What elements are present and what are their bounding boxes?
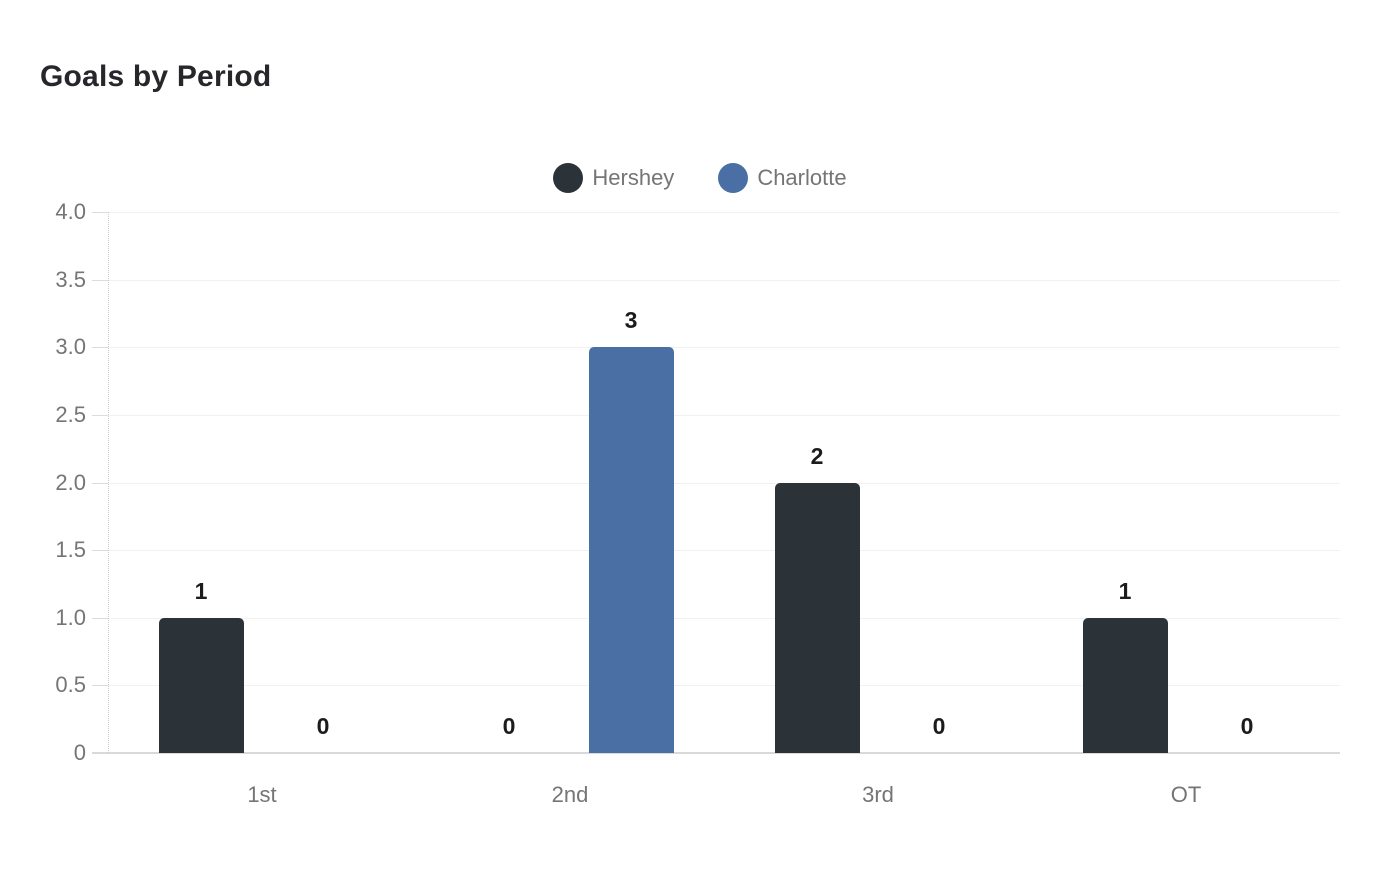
y-axis-tick-label: 0.5 (55, 672, 86, 698)
bar-charlotte-2nd[interactable] (588, 347, 674, 753)
gridline (108, 279, 1340, 281)
y-axis-tickmark (92, 414, 108, 416)
y-axis-tickmark (92, 685, 108, 687)
y-axis-tickmark (92, 279, 108, 281)
bar-value-label: 1 (1118, 577, 1132, 604)
legend-label: Charlotte (757, 165, 847, 190)
y-axis-tick-label: 0 (73, 740, 86, 765)
y-axis-tick-label: 2.5 (55, 401, 86, 427)
bar-hershey-ot[interactable] (1082, 617, 1168, 753)
legend-swatch-icon (718, 163, 749, 193)
y-axis-tickmark (92, 347, 108, 349)
y-axis-tickmark (92, 482, 108, 484)
gridline (108, 212, 1340, 213)
bar-hershey-3rd[interactable] (774, 482, 860, 753)
y-axis-tickmark (92, 212, 108, 213)
legend-item-charlotte[interactable]: Charlotte (718, 163, 847, 193)
legend-label: Hershey (592, 165, 675, 190)
bar-value-label: 0 (932, 713, 946, 739)
bar-value-label: 0 (316, 713, 330, 739)
gridline (108, 414, 1340, 416)
gridline (108, 482, 1340, 484)
bar-value-label: 0 (1240, 713, 1254, 739)
y-axis-tick-label: 3.0 (55, 334, 86, 360)
y-axis-tick-label: 4.0 (55, 199, 86, 224)
x-axis-tick-label: 1st (247, 782, 277, 807)
bar-value-label: 3 (624, 307, 638, 334)
y-axis-tickmark (92, 617, 108, 619)
x-axis-tick-label: OT (1170, 782, 1202, 807)
x-axis-tick-label: 3rd (862, 782, 894, 807)
bar-value-label: 0 (502, 713, 516, 739)
legend-swatch-icon (553, 163, 584, 193)
y-axis-tickmark (92, 550, 108, 552)
chart-title: Goals by Period (40, 60, 272, 93)
gridline (108, 347, 1340, 349)
y-axis-tick-label: 2.0 (55, 469, 86, 495)
y-axis-tick-label: 3.5 (55, 266, 86, 292)
y-axis-tick-label: 1.5 (55, 537, 86, 563)
y-axis-line (108, 212, 109, 753)
bar-hershey-1st[interactable] (158, 617, 244, 753)
gridline (108, 550, 1340, 552)
bar-value-label: 1 (194, 577, 208, 604)
bar-value-label: 2 (810, 442, 824, 469)
y-axis-tick-label: 1.0 (55, 604, 86, 630)
x-axis-baseline (92, 752, 1340, 754)
gridline (108, 685, 1340, 687)
chart-legend: Hershey Charlotte (0, 163, 1400, 193)
legend-item-hershey[interactable]: Hershey (553, 163, 674, 193)
x-axis-tick-label: 2nd (551, 782, 589, 807)
gridline (108, 617, 1340, 619)
